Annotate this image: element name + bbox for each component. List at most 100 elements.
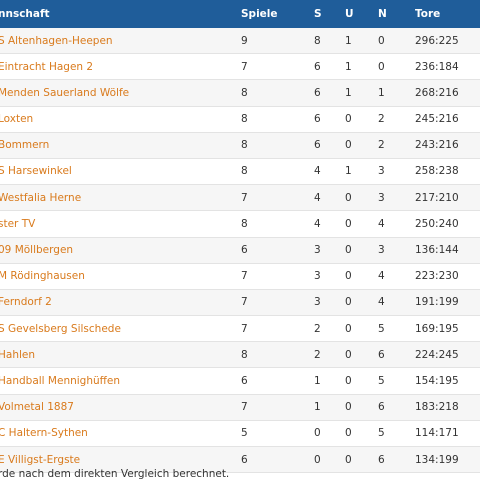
team-name-link[interactable]: ster TV: [0, 217, 36, 230]
wins: 3: [314, 270, 321, 283]
header-tore[interactable]: Tore: [415, 8, 441, 20]
games-played: 8: [241, 348, 248, 361]
losses: 3: [378, 191, 385, 204]
table-row: S Altenhagen-Heepen 9 8 1 0 296:225: [0, 28, 480, 55]
draws: 0: [345, 401, 352, 414]
games-played: 6: [241, 244, 248, 256]
team-name-link[interactable]: E Villigst-Ergste: [0, 453, 81, 466]
wins: 6: [314, 139, 321, 152]
table-row: Volmetal 1887 7 1 0 6 183:218: [0, 394, 480, 421]
losses: 5: [378, 374, 385, 387]
team-name-link[interactable]: Handball Mennighüffen: [0, 374, 120, 387]
draws: 1: [345, 60, 352, 73]
wins: 8: [314, 34, 321, 47]
wins: 2: [314, 322, 321, 335]
draws: 0: [345, 270, 352, 283]
losses: 2: [378, 139, 385, 152]
games-played: 6: [241, 453, 248, 466]
losses: 3: [378, 165, 385, 178]
games-played: 7: [241, 191, 248, 204]
games-played: 8: [241, 139, 248, 152]
losses: 4: [378, 217, 385, 230]
games-played: 8: [241, 113, 248, 126]
wins: 4: [314, 217, 321, 230]
team-name-link[interactable]: Volmetal 1887: [0, 401, 74, 414]
wins: 3: [314, 244, 321, 256]
team-name-link[interactable]: Bommern: [0, 139, 50, 152]
team-name-link[interactable]: S Gevelsberg Silschede: [0, 322, 121, 335]
header-spiele[interactable]: Spiele: [241, 8, 278, 20]
header-n[interactable]: N: [378, 8, 387, 20]
table-row: 09 Möllbergen 6 3 0 3 136:144: [0, 237, 480, 264]
losses: 6: [378, 348, 385, 361]
table-row: Eintracht Hagen 2 7 6 1 0 236:184: [0, 54, 480, 81]
draws: 0: [345, 217, 352, 230]
games-played: 7: [241, 296, 248, 309]
footnote: rde nach dem direkten Vergleich berechne…: [0, 468, 230, 480]
team-name-link[interactable]: Ferndorf 2: [0, 296, 52, 309]
team-name-link[interactable]: Hahlen: [0, 348, 36, 361]
team-name-link[interactable]: C Haltern-Sythen: [0, 427, 88, 440]
table-row: Westfalia Herne 7 4 0 3 217:210: [0, 185, 480, 212]
table-row: Bommern 8 6 0 2 243:216: [0, 132, 480, 159]
table-row: E Villigst-Ergste 6 0 0 6 134:199: [0, 447, 480, 474]
header-team[interactable]: nnschaft: [0, 8, 50, 20]
draws: 0: [345, 348, 352, 361]
games-played: 8: [241, 165, 248, 178]
wins: 1: [314, 401, 321, 414]
wins: 2: [314, 348, 321, 361]
wins: 0: [314, 427, 321, 440]
losses: 5: [378, 322, 385, 335]
team-name-link[interactable]: Eintracht Hagen 2: [0, 60, 94, 73]
goals: 136:144: [415, 244, 459, 256]
games-played: 9: [241, 34, 248, 47]
table-row: Loxten 8 6 0 2 245:216: [0, 106, 480, 133]
games-played: 6: [241, 374, 248, 387]
table-row: Ferndorf 2 7 3 0 4 191:199: [0, 289, 480, 317]
team-name-link[interactable]: 09 Möllbergen: [0, 244, 74, 256]
losses: 0: [378, 60, 385, 73]
games-played: 8: [241, 217, 248, 230]
games-played: 8: [241, 86, 248, 99]
table-header: nnschaft Spiele S U N Tore: [0, 0, 480, 28]
team-name-link[interactable]: Westfalia Herne: [0, 191, 82, 204]
losses: 4: [378, 270, 385, 283]
draws: 0: [345, 244, 352, 256]
header-u[interactable]: U: [345, 8, 354, 20]
goals: 217:210: [415, 191, 459, 204]
games-played: 5: [241, 427, 248, 440]
draws: 1: [345, 165, 352, 178]
goals: 245:216: [415, 113, 459, 126]
team-name-link[interactable]: S Harsewinkel: [0, 165, 72, 178]
team-name-link[interactable]: S Altenhagen-Heepen: [0, 34, 113, 47]
team-name-link[interactable]: Menden Sauerland Wölfe: [0, 86, 130, 99]
goals: 250:240: [415, 217, 459, 230]
wins: 0: [314, 453, 321, 466]
losses: 4: [378, 296, 385, 309]
draws: 0: [345, 322, 352, 335]
goals: 224:245: [415, 348, 459, 361]
wins: 6: [314, 86, 321, 99]
draws: 0: [345, 453, 352, 466]
losses: 1: [378, 86, 385, 99]
draws: 0: [345, 113, 352, 126]
table-row: Handball Mennighüffen 6 1 0 5 154:195: [0, 368, 480, 395]
header-s[interactable]: S: [314, 8, 322, 20]
draws: 0: [345, 296, 352, 309]
losses: 0: [378, 34, 385, 47]
draws: 0: [345, 139, 352, 152]
wins: 6: [314, 113, 321, 126]
team-name-link[interactable]: Loxten: [0, 113, 34, 126]
goals: 134:199: [415, 453, 459, 466]
losses: 2: [378, 113, 385, 126]
draws: 0: [345, 427, 352, 440]
losses: 5: [378, 427, 385, 440]
team-name-link[interactable]: M Rödinghausen: [0, 270, 85, 283]
goals: 243:216: [415, 139, 459, 152]
draws: 1: [345, 34, 352, 47]
goals: 223:230: [415, 270, 459, 283]
table-row: M Rödinghausen 7 3 0 4 223:230: [0, 263, 480, 290]
goals: 191:199: [415, 296, 459, 309]
goals: 268:216: [415, 86, 459, 99]
games-played: 7: [241, 60, 248, 73]
